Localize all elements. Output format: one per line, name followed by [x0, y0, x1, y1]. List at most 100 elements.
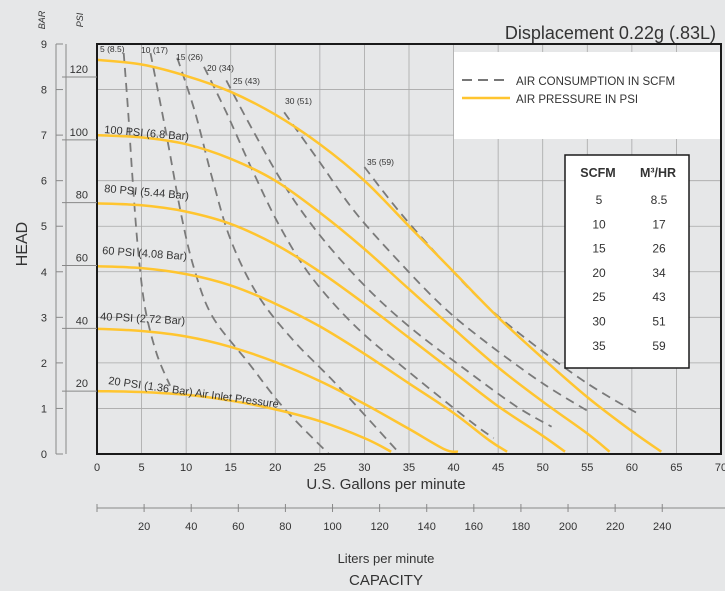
scfm-table-cell-scfm: 20 [592, 266, 606, 280]
scfm-table-cell-m3hr: 8.5 [651, 193, 668, 207]
x-axis-gpm: 0 5 10 15 20 25 30 35 40 45 50 55 60 65 70 [94, 462, 725, 474]
x-axis-label-capacity: CAPACITY [349, 572, 423, 589]
scfm-curve-label: 10 (17) [141, 45, 168, 55]
psi-tick-label: 100 [70, 127, 88, 139]
psi-tick-label: 20 [76, 378, 88, 390]
x-tick-label: 20 [269, 462, 281, 474]
lpm-tick-label: 140 [418, 521, 436, 533]
x-tick-label: 50 [537, 462, 549, 474]
pressure-curve [96, 265, 508, 453]
scfm-table-cell-scfm: 25 [592, 290, 606, 304]
lpm-tick-label: 40 [185, 521, 197, 533]
pressure-curve [96, 389, 392, 453]
lpm-tick-label: 180 [512, 521, 530, 533]
scfm-curve [176, 57, 401, 455]
scfm-table-cell-m3hr: 51 [652, 315, 666, 329]
scfm-curve [225, 79, 553, 428]
psi-tick-label: 120 [70, 64, 88, 76]
scfm-table: SCFM M³/HR 5 8.5 10 17 15 26 20 34 25 43 30 51 35 59 [564, 154, 690, 369]
scfm-curve [122, 53, 171, 387]
scfm-table-cell-m3hr: 59 [652, 339, 666, 353]
lpm-tick-label: 100 [323, 521, 341, 533]
psi-tick-label: 80 [76, 190, 88, 202]
x-axis-lpm: 20 40 60 80 100 120 140 160 180 200 220 240 [96, 504, 725, 533]
lpm-tick-label: 60 [232, 521, 244, 533]
pressure-curve-label: 40 PSI (2.72 Bar) [100, 311, 186, 327]
x-tick-label: 45 [492, 462, 504, 474]
lpm-tick-label: 80 [279, 521, 291, 533]
scfm-table-cell-m3hr: 34 [652, 266, 666, 280]
scfm-curve [203, 66, 495, 439]
y-axis-label: HEAD [14, 222, 31, 266]
x-tick-label: 65 [670, 462, 682, 474]
scfm-table-cell-scfm: 30 [592, 315, 606, 329]
scfm-table-cell-scfm: 5 [596, 193, 603, 207]
scfm-curve-label: 5 (8.5) [100, 44, 125, 54]
legend: AIR CONSUMPTION IN SCFM AIR PRESSURE IN … [462, 76, 675, 106]
scfm-curve-label: 15 (26) [176, 52, 203, 62]
x-tick-label: 40 [447, 462, 459, 474]
scfm-table-header-scfm: SCFM [580, 166, 615, 180]
scfm-table-box [564, 154, 690, 369]
scfm-curve [283, 111, 588, 412]
x-tick-label: 35 [403, 462, 415, 474]
x-tick-label: 15 [225, 462, 237, 474]
x-tick-label: 25 [314, 462, 326, 474]
legend-dashed-label: AIR CONSUMPTION IN SCFM [516, 76, 675, 88]
psi-tick-label: 40 [76, 315, 88, 327]
x-tick-label: 30 [358, 462, 370, 474]
bar-tick-label: 3 [41, 312, 47, 324]
lpm-tick-label: 20 [138, 521, 150, 533]
scfm-table-cell-scfm: 15 [592, 242, 606, 256]
bar-tick-label: 9 [41, 39, 47, 51]
scfm-table-header-m3hr: M³/HR [640, 166, 676, 180]
x-tick-label: 70 [715, 462, 725, 474]
plot-frame [96, 43, 722, 455]
psi-tick-label: 60 [76, 252, 88, 264]
x-tick-label: 10 [180, 462, 192, 474]
lpm-tick-label: 120 [370, 521, 388, 533]
x-tick-label: 60 [626, 462, 638, 474]
pressure-curve [96, 327, 459, 454]
x-axis-label-gpm: U.S. Gallons per minute [306, 476, 465, 493]
scfm-curve-label: 30 (51) [285, 96, 312, 106]
lpm-tick-label: 220 [606, 521, 624, 533]
scfm-table-cell-m3hr: 26 [652, 242, 666, 256]
scfm-table-cell-m3hr: 43 [652, 290, 666, 304]
pressure-curve-label: 60 PSI (4.08 Bar) [102, 245, 188, 263]
lpm-tick-label: 160 [465, 521, 483, 533]
bar-tick-label: 0 [41, 449, 47, 461]
scfm-curve-label: 25 (43) [233, 76, 260, 86]
bar-tick-label: 1 [41, 403, 47, 415]
bar-tick-label: 8 [41, 85, 47, 97]
bar-tick-label: 2 [41, 358, 47, 370]
scfm-table-cell-m3hr: 17 [652, 217, 666, 231]
legend-box [454, 52, 722, 139]
y-unit-bar: BAR [37, 10, 47, 29]
bar-tick-label: 6 [41, 176, 47, 188]
pressure-curve [96, 202, 566, 453]
chart-title: Displacement 0.22g (.83L) [505, 23, 716, 43]
pressure-curve-label: 100 PSI (6.8 Bar) [104, 124, 190, 143]
scfm-curve-label: 20 (34) [207, 63, 234, 73]
x-tick-label: 0 [94, 462, 100, 474]
scfm-table-cell-scfm: 35 [592, 339, 606, 353]
scfm-curve-label: 35 (59) [367, 157, 394, 167]
y-axis-bar: 0 1 2 3 4 5 6 7 8 9 [41, 39, 63, 461]
y-unit-psi: PSI [75, 12, 85, 27]
lpm-tick-label: 200 [559, 521, 577, 533]
scfm-curve [149, 52, 330, 455]
x-axis-label-lpm: Liters per minute [338, 551, 435, 566]
bar-tick-label: 7 [41, 130, 47, 142]
x-tick-label: 5 [139, 462, 145, 474]
bar-tick-label: 5 [41, 221, 47, 233]
lpm-tick-label: 240 [653, 521, 671, 533]
y-axis-psi: 20 40 60 80 100 120 [62, 44, 97, 454]
bar-tick-label: 4 [41, 267, 47, 279]
scfm-table-cell-scfm: 10 [592, 217, 606, 231]
pressure-curve [96, 58, 663, 453]
x-tick-label: 55 [581, 462, 593, 474]
pressure-curve [96, 133, 611, 453]
legend-solid-label: AIR PRESSURE IN PSI [516, 94, 638, 106]
